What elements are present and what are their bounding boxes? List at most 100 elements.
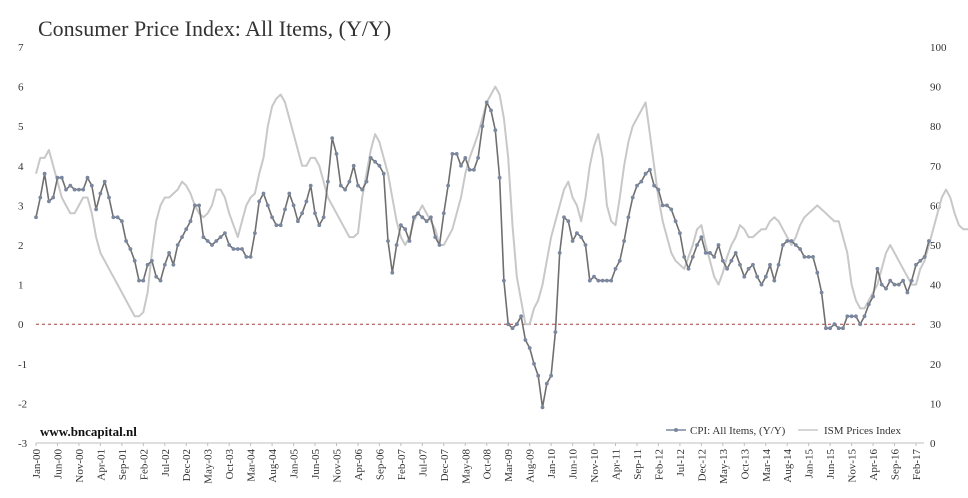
cpi-point [742, 274, 747, 279]
y-left-tick-label: 1 [18, 280, 24, 292]
x-tick-label: Dec-07 [439, 449, 451, 482]
y-axis-right: 0 10 20 30 40 50 60 70 80 90 100 [930, 42, 947, 450]
series-line-ism-prices-index [35, 85, 968, 326]
cpi-point [154, 274, 159, 279]
cpi-point [120, 219, 124, 224]
cpi-point [776, 262, 781, 267]
x-tick-label: Jul-02 [160, 449, 172, 477]
cpi-point [557, 251, 562, 255]
cpi-point [330, 136, 335, 141]
cpi-point [708, 251, 712, 255]
cpi-point [68, 183, 73, 188]
y-right-tick-label: 70 [930, 161, 942, 173]
cpi-point [459, 163, 463, 168]
cpi-point [639, 179, 644, 184]
cpi-point [270, 215, 274, 220]
x-tick-label: Nov-05 [332, 449, 344, 483]
cpi-point [570, 239, 575, 243]
series-line-cpi [35, 101, 930, 409]
cpi-point [617, 258, 622, 263]
cpi-point [403, 227, 408, 232]
cpi-point [115, 215, 120, 220]
x-tick-label: Apr-01 [95, 449, 107, 481]
legend-label-cpi: CPI: All Items, (Y/Y) [690, 425, 786, 437]
cpi-point [613, 266, 618, 271]
cpi-point [381, 171, 386, 176]
cpi-point [94, 207, 98, 212]
cpi-point [793, 243, 798, 247]
cpi-point [905, 290, 910, 295]
cpi-point [317, 223, 322, 228]
x-tick-label: May-03 [203, 449, 215, 484]
cpi-point [484, 100, 489, 105]
cpi-point [527, 346, 532, 350]
cpi-point [132, 258, 137, 263]
cpi-point [47, 199, 51, 204]
cpi-point [450, 152, 455, 156]
cpi-point [77, 187, 81, 192]
y-left-tick-label: 6 [18, 82, 24, 94]
cpi-point [420, 215, 425, 220]
cpi-point [240, 247, 244, 251]
cpi-point [665, 203, 669, 208]
cpi-point [892, 282, 897, 287]
cpi-point [733, 251, 738, 255]
x-tick-label: May-13 [718, 449, 730, 484]
cpi-point [34, 215, 38, 220]
cpi-point [738, 262, 742, 267]
cpi-point [59, 175, 64, 180]
cpi-point [343, 187, 347, 192]
cpi-point [51, 195, 56, 200]
cpi-point [454, 152, 459, 156]
cpi-point [514, 322, 519, 327]
y-right-tick-label: 40 [930, 280, 942, 292]
x-tick-label: Oct-03 [224, 449, 236, 480]
x-tick-label: Jun-00 [53, 449, 65, 479]
cpi-point [201, 235, 206, 240]
cpi-point [446, 183, 450, 188]
cpi-point [768, 262, 772, 267]
cpi-point [845, 314, 850, 319]
cpi-point [399, 223, 403, 228]
cpi-point [789, 239, 794, 243]
cpi-point [660, 203, 665, 208]
legend-marker-cpi [674, 428, 678, 432]
cpi-point [575, 231, 579, 236]
cpi-point [888, 278, 893, 283]
cpi-point [308, 183, 313, 188]
cpi-point [854, 314, 858, 319]
cpi-point [811, 255, 815, 259]
cpi-point [858, 322, 863, 327]
cpi-point [244, 255, 249, 259]
cpi-point [257, 199, 262, 204]
cpi-point [287, 191, 292, 196]
x-tick-label: Jan-10 [546, 449, 558, 479]
cpi-point [751, 262, 755, 267]
cpi-point [368, 156, 373, 160]
cpi-point [519, 314, 523, 319]
cpi-point [772, 278, 777, 283]
y-left-tick-label: -1 [18, 359, 27, 371]
cpi-point [746, 266, 751, 271]
cpi-point [274, 223, 279, 228]
y-right-tick-label: 100 [930, 42, 947, 54]
cpi-point [296, 219, 300, 224]
x-tick-label: Sep-11 [632, 449, 644, 480]
x-tick-label: Dec-12 [696, 449, 708, 481]
y-right-tick-label: 90 [930, 82, 942, 94]
cpi-point [321, 215, 326, 220]
x-tick-label: Mar-04 [246, 449, 258, 482]
legend-label-ism: ISM Prices Index [824, 425, 901, 437]
cpi-point [875, 266, 880, 271]
cpi-point [785, 239, 790, 243]
cpi-point [278, 223, 283, 228]
cpi-point [836, 326, 841, 331]
cpi-point [218, 235, 223, 240]
cpi-point [472, 167, 476, 172]
source-label: www.bncapital.nl [40, 424, 137, 439]
cpi-point [137, 278, 141, 283]
cpi-point [55, 175, 60, 180]
y-right-tick-label: 80 [930, 121, 942, 133]
cpi-point [184, 227, 189, 232]
cpi-point [673, 219, 678, 224]
